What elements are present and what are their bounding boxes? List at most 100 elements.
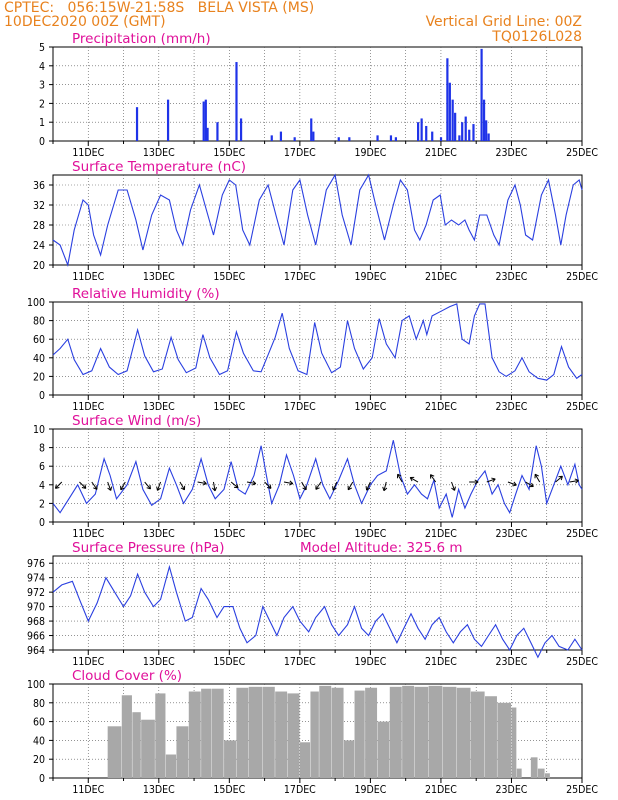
precip-bar	[376, 135, 379, 141]
temp-xtick-label: 19DEC	[354, 271, 386, 283]
cloud-bar	[132, 712, 141, 778]
wind-arrow	[179, 481, 185, 491]
precip-bar	[458, 135, 461, 141]
wind-arrow-head	[214, 486, 218, 492]
temp-ytick-label: 36	[33, 180, 45, 192]
rh-ytick-label: 60	[33, 334, 45, 346]
precip-ytick-label: 3	[39, 80, 45, 92]
wind-arrow-head	[149, 484, 151, 489]
temp-ytick-label: 24	[33, 240, 45, 252]
wind-arrow-head	[93, 487, 98, 490]
temp-ytick-label: 20	[33, 260, 45, 272]
pressure-xtick-label: 25DEC	[566, 656, 598, 668]
wind-xtick-label: 11DEC	[72, 528, 104, 540]
wind-arrow-head	[269, 484, 272, 489]
precip-ytick-label: 4	[39, 61, 45, 73]
wind-arrow-head	[332, 487, 337, 491]
cloud-bar	[155, 693, 166, 778]
cloud-bar	[485, 696, 497, 778]
cloud-xtick-label: 25DEC	[566, 784, 598, 796]
precip-bar	[279, 131, 283, 141]
wind-arrow	[230, 481, 239, 489]
wind-arrow-head	[558, 475, 563, 478]
precip-title: Precipitation (mm/h)	[72, 31, 211, 47]
wind-arrow-head	[382, 486, 385, 491]
rh-xtick-label: 21DEC	[425, 401, 457, 413]
wind-ytick-label: 6	[39, 461, 45, 473]
cloud-bar	[442, 686, 457, 778]
precip-bar	[425, 125, 428, 141]
wind-arrow-head	[302, 487, 307, 491]
pressure-ytick-label: 966	[27, 631, 45, 643]
wind-arrow	[383, 481, 387, 491]
wind-arrow-head	[252, 480, 257, 484]
wind-arrow	[301, 481, 307, 491]
wind-arrow-head	[54, 484, 57, 489]
pressure-xtick-label: 15DEC	[213, 656, 245, 668]
wind-arrow	[197, 481, 207, 485]
pressure-xtick-label: 23DEC	[496, 656, 528, 668]
precip-bar	[394, 137, 397, 141]
wind-arrow-head	[157, 487, 161, 491]
precip-bar	[239, 118, 243, 141]
wind-arrow-head	[110, 486, 113, 491]
rh-ytick-label: 20	[33, 371, 45, 383]
wind-arrow	[246, 481, 256, 485]
wind-ytick-label: 0	[39, 517, 45, 529]
pressure-title: Surface Pressure (hPa)	[72, 540, 225, 556]
wind-xtick-label: 25DEC	[566, 528, 598, 540]
precip-bar	[468, 129, 471, 141]
pressure-frame	[52, 555, 583, 651]
rh-xtick-label: 19DEC	[354, 401, 386, 413]
wind-arrow-head	[84, 484, 87, 489]
cloud-bar	[310, 691, 319, 778]
wind-arrow-head	[211, 487, 216, 492]
pressure-xtick-label: 11DEC	[72, 656, 104, 668]
temp-frame	[52, 174, 583, 266]
pressure-series-line	[52, 564, 583, 659]
wind-arrow	[397, 473, 403, 483]
precip-ytick-label: 2	[39, 98, 45, 110]
precip-bar	[293, 137, 296, 141]
wind-title: Surface Wind (m/s)	[72, 413, 201, 429]
wind-arrow-head	[203, 480, 207, 484]
temp-xtick-label: 25DEC	[566, 271, 598, 283]
pressure-xtick-label: 13DEC	[143, 656, 175, 668]
wind-arrow	[120, 481, 126, 491]
wind-xtick-label: 19DEC	[354, 528, 386, 540]
wind-arrow-head	[491, 477, 496, 480]
temp-ytick-label: 32	[33, 200, 45, 212]
precip-xtick-label: 21DEC	[425, 147, 457, 159]
wind-arrow-head	[574, 478, 579, 481]
cloud-xtick-label: 17DEC	[284, 784, 316, 796]
cloud-bar	[211, 688, 224, 778]
rh-ytick-label: 40	[33, 353, 45, 365]
wind-arrow-head	[534, 473, 539, 477]
precip-bar	[420, 118, 423, 141]
wind-ytick-label: 10	[33, 424, 45, 436]
wind-arrow	[315, 481, 322, 490]
cloud-bar	[530, 757, 538, 778]
precip-bar	[439, 137, 443, 141]
header-model-id: TQ0126L028	[492, 29, 582, 45]
precip-bar	[206, 127, 209, 141]
cloud-ytick-label: 100	[27, 679, 45, 691]
wind-arrow-head	[492, 478, 496, 483]
rh-frame	[52, 301, 583, 396]
cloud-bar	[377, 721, 390, 778]
wind-arrow	[264, 481, 272, 489]
wind-arrow-head	[55, 487, 60, 489]
wind-arrow	[91, 481, 98, 490]
cloud-ytick-label: 60	[33, 717, 45, 729]
temp-xtick-label: 21DEC	[425, 271, 457, 283]
wind-arrow-head	[348, 487, 353, 491]
wind-arrow-head	[474, 479, 479, 483]
cloud-bar	[354, 690, 365, 778]
precip-xtick-label: 25DEC	[566, 147, 598, 159]
wind-arrow-head	[332, 486, 334, 491]
precip-bar	[482, 99, 486, 141]
wind-arrow	[525, 481, 534, 487]
header-date: 10DEC2020 00Z (GMT)	[4, 14, 166, 30]
cloud-bar	[343, 740, 355, 778]
cloud-bar	[236, 687, 249, 778]
